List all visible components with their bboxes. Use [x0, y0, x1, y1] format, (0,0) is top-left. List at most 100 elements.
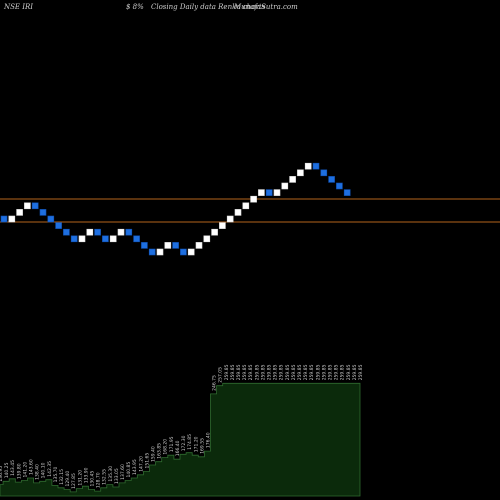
volume-data-label: 172.30: [181, 435, 187, 451]
volume-data-label: 166.40: [175, 440, 181, 456]
renko-brick: [24, 202, 31, 210]
volume-data-label: 259.85: [352, 364, 358, 380]
renko-brick: [102, 235, 109, 243]
volume-data-label: 259.85: [236, 364, 242, 380]
volume-data-label: 259.85: [224, 364, 230, 380]
renko-brick: [125, 228, 133, 236]
renko-brick: [289, 176, 296, 183]
volume-data-label: 259.85: [260, 364, 266, 380]
volume-data-label: 259.85: [297, 364, 303, 380]
renko-brick: [265, 189, 273, 196]
volume-data-label: 259.85: [248, 364, 254, 380]
volume-data-label: 129.40: [65, 471, 71, 487]
volume-data-label: 143.45: [10, 460, 16, 476]
volume-data-label: 259.85: [291, 364, 297, 380]
volume-data-label: 141.20: [22, 462, 28, 478]
volume-data-label: 259.85: [273, 364, 279, 380]
renko-brick: [195, 242, 203, 249]
renko-brick: [133, 235, 140, 243]
volume-data-label: 127.85: [71, 473, 77, 489]
volume-data-label: 136.95: [0, 466, 4, 482]
renko-brick: [320, 169, 328, 177]
volume-data-label: 171.95: [169, 436, 175, 452]
volume-data-label: 137.60: [120, 464, 126, 480]
volume-data-label: 259.85: [328, 364, 334, 380]
renko-brick: [55, 222, 62, 229]
renko-brick: [47, 215, 55, 223]
volume-data-label: 143.95: [132, 459, 138, 475]
volume-data-label: 169.55: [199, 438, 205, 454]
renko-bricks: [0, 162, 351, 256]
renko-brick: [70, 235, 78, 243]
volume-data-label: 132.15: [59, 469, 65, 485]
renko-brick: [312, 162, 320, 170]
volume-data-label: 259.85: [358, 364, 364, 380]
volume-area-path: [0, 382, 361, 497]
volume-data-label: 259.85: [279, 364, 285, 380]
volume-data-label: 140.25: [4, 462, 10, 478]
volume-data-label: 259.85: [285, 364, 291, 380]
header-symbol: NSE IRI: [4, 3, 34, 11]
renko-brick: [172, 242, 179, 249]
volume-data-label: 168.20: [163, 439, 169, 455]
renko-brick: [39, 209, 47, 216]
volume-data-label: 142.35: [47, 461, 53, 477]
volume-data-label: 259.85: [242, 364, 248, 380]
volume-data-label: 138.40: [35, 464, 41, 480]
renko-brick: [63, 228, 70, 236]
renko-brick: [8, 215, 16, 223]
volume-data-label: 259.85: [321, 364, 327, 380]
volume-data-label: 133.90: [83, 467, 89, 483]
renko-brick: [156, 248, 164, 256]
volume-data-label: 259.85: [346, 364, 352, 380]
renko-brick: [148, 248, 156, 256]
volume-data-label: 140.85: [126, 462, 132, 478]
volume-data-label: 259.85: [315, 364, 321, 380]
renko-brick: [258, 189, 265, 196]
volume-data-label: 143.60: [29, 459, 35, 475]
volume-labels: 136.95 140.25 143.45 139.80 141.20 143.60 138.…: [0, 364, 364, 488]
volume-data-label: 147.20: [138, 456, 144, 472]
volume-data-label: 259.85: [254, 364, 260, 380]
volume-data-label: 131.20: [77, 470, 83, 486]
header-brand: MunafaSutra.com: [234, 3, 298, 11]
volume-data-label: 259.85: [267, 364, 273, 380]
renko-brick: [16, 209, 23, 216]
renko-brick: [117, 228, 125, 236]
volume-data-label: 133.05: [114, 468, 120, 484]
renko-brick: [273, 189, 281, 196]
renko-brick: [141, 242, 148, 249]
renko-brick: [187, 248, 195, 256]
volume-data-label: 132.55: [102, 469, 108, 485]
volume-data-label: 259.85: [230, 364, 236, 380]
renko-brick: [250, 195, 257, 203]
volume-data-label: 259.85: [309, 364, 315, 380]
volume-data-label: 139.80: [16, 463, 22, 479]
renko-brick: [0, 215, 8, 223]
volume-data-label: 174.85: [187, 434, 193, 450]
volume-data-label: 140.10: [41, 462, 47, 478]
renko-brick: [219, 222, 226, 229]
volume-data-label: 246.75: [212, 375, 218, 391]
volume-data-label: 176.40: [206, 432, 212, 448]
volume-data-label: 163.85: [157, 443, 163, 459]
renko-brick: [78, 235, 86, 243]
renko-brick: [343, 189, 351, 196]
renko-brick: [297, 169, 304, 177]
renko-brick: [336, 182, 343, 190]
renko-brick: [86, 228, 94, 236]
reference-lines: [0, 198, 500, 223]
volume-data-label: 171.20: [193, 436, 199, 452]
renko-brick: [226, 215, 234, 223]
renko-brick: [31, 202, 39, 210]
volume-data-label: 135.70: [53, 467, 59, 483]
renko-brick: [242, 202, 250, 210]
header-description: Closing Daily data Renko charts: [151, 3, 266, 11]
renko-brick: [211, 228, 218, 236]
renko-brick: [164, 242, 172, 249]
renko-brick: [109, 235, 117, 243]
volume-data-label: 257.05: [218, 367, 224, 383]
header-change: $ 8%: [126, 3, 144, 11]
volume-data-label: 135.30: [108, 466, 114, 482]
